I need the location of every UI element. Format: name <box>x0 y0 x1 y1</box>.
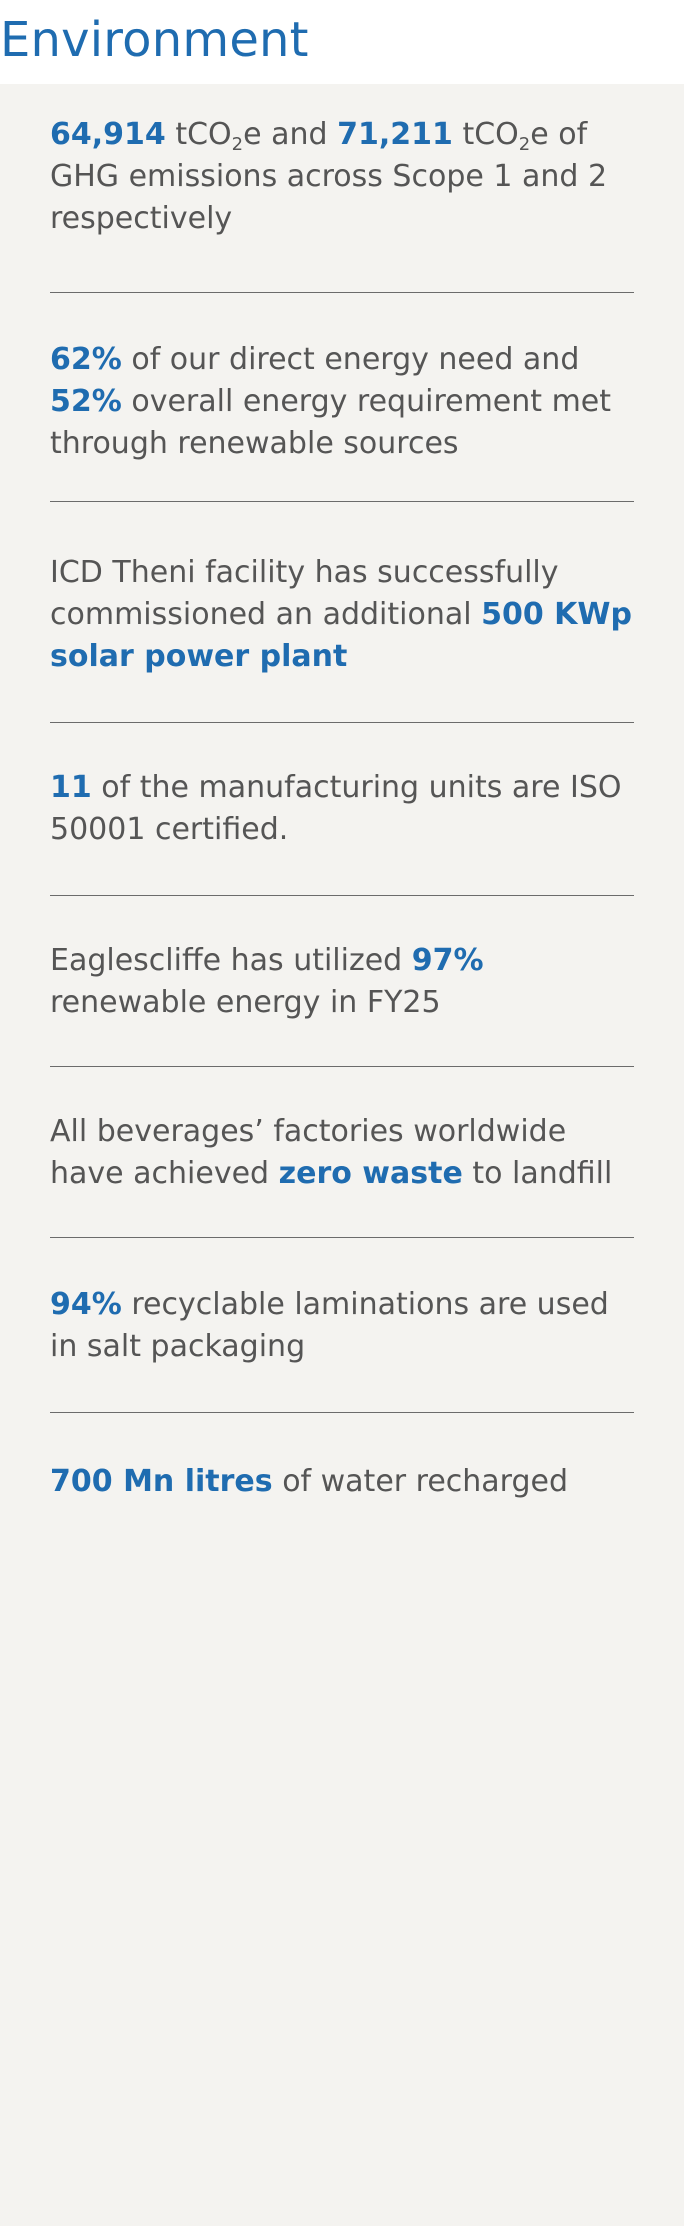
direct-energy-text: of our direct energy need and <box>131 342 580 377</box>
ghg-description: of GHG emissions across Scope 1 and 2 re… <box>50 117 608 236</box>
laminations-value: 94% <box>50 1287 122 1322</box>
solar-text: ICD Theni facility has successfully comm… <box>50 555 559 632</box>
scope1-value: 64,914 <box>50 117 166 152</box>
water-value: 700 Mn litres <box>50 1464 273 1499</box>
divider <box>50 722 634 723</box>
iso-certification-item: 11 of the manufacturing units are ISO 50… <box>50 767 634 851</box>
solar-value: 500 KWp solar power plant <box>50 597 632 674</box>
divider <box>50 292 634 293</box>
eaglescliffe-tail: renewable energy in FY25 <box>50 985 441 1020</box>
divider <box>50 895 634 896</box>
connector-text: and <box>271 117 328 152</box>
renewable-energy-item: 62% of our direct energy need and 52% ov… <box>50 339 634 465</box>
solar-plant-item: ICD Theni facility has successfully comm… <box>50 552 634 678</box>
laminations-text: recyclable laminations are used in salt … <box>50 1287 609 1364</box>
ghg-emissions-item: 64,914 tCO2e and 71,211 tCO2e of GHG emi… <box>50 114 634 240</box>
scope2-value: 71,211 <box>337 117 453 152</box>
overall-energy-text: overall energy requirement met through r… <box>50 384 612 461</box>
header: Environment <box>0 0 684 84</box>
scope2-unit: tCO2e <box>462 117 549 155</box>
divider <box>50 1237 634 1238</box>
page-title: Environment <box>0 12 309 68</box>
beverages-text: All beverages’ factories worldwide have … <box>50 1114 567 1191</box>
scope1-unit: tCO2e <box>175 117 262 155</box>
eaglescliffe-text: Eaglescliffe has utilized <box>50 943 403 978</box>
iso-value: 11 <box>50 770 92 805</box>
divider <box>50 501 634 502</box>
divider <box>50 1412 634 1413</box>
zero-waste-value: zero waste <box>278 1156 463 1191</box>
metrics-list: 64,914 tCO2e and 71,211 tCO2e of GHG emi… <box>0 84 684 1503</box>
water-text: of water recharged <box>282 1464 569 1499</box>
water-recharge-item: 700 Mn litres of water recharged <box>50 1461 634 1503</box>
iso-text: of the manufacturing units are ISO 50001… <box>50 770 622 847</box>
divider <box>50 1066 634 1067</box>
laminations-item: 94% recyclable laminations are used in s… <box>50 1284 634 1368</box>
zero-waste-item: All beverages’ factories worldwide have … <box>50 1111 634 1195</box>
beverages-tail: to landfill <box>472 1156 613 1191</box>
eaglescliffe-item: Eaglescliffe has utilized 97% renewable … <box>50 940 634 1024</box>
direct-energy-value: 62% <box>50 342 122 377</box>
overall-energy-value: 52% <box>50 384 122 419</box>
eaglescliffe-value: 97% <box>411 943 484 978</box>
